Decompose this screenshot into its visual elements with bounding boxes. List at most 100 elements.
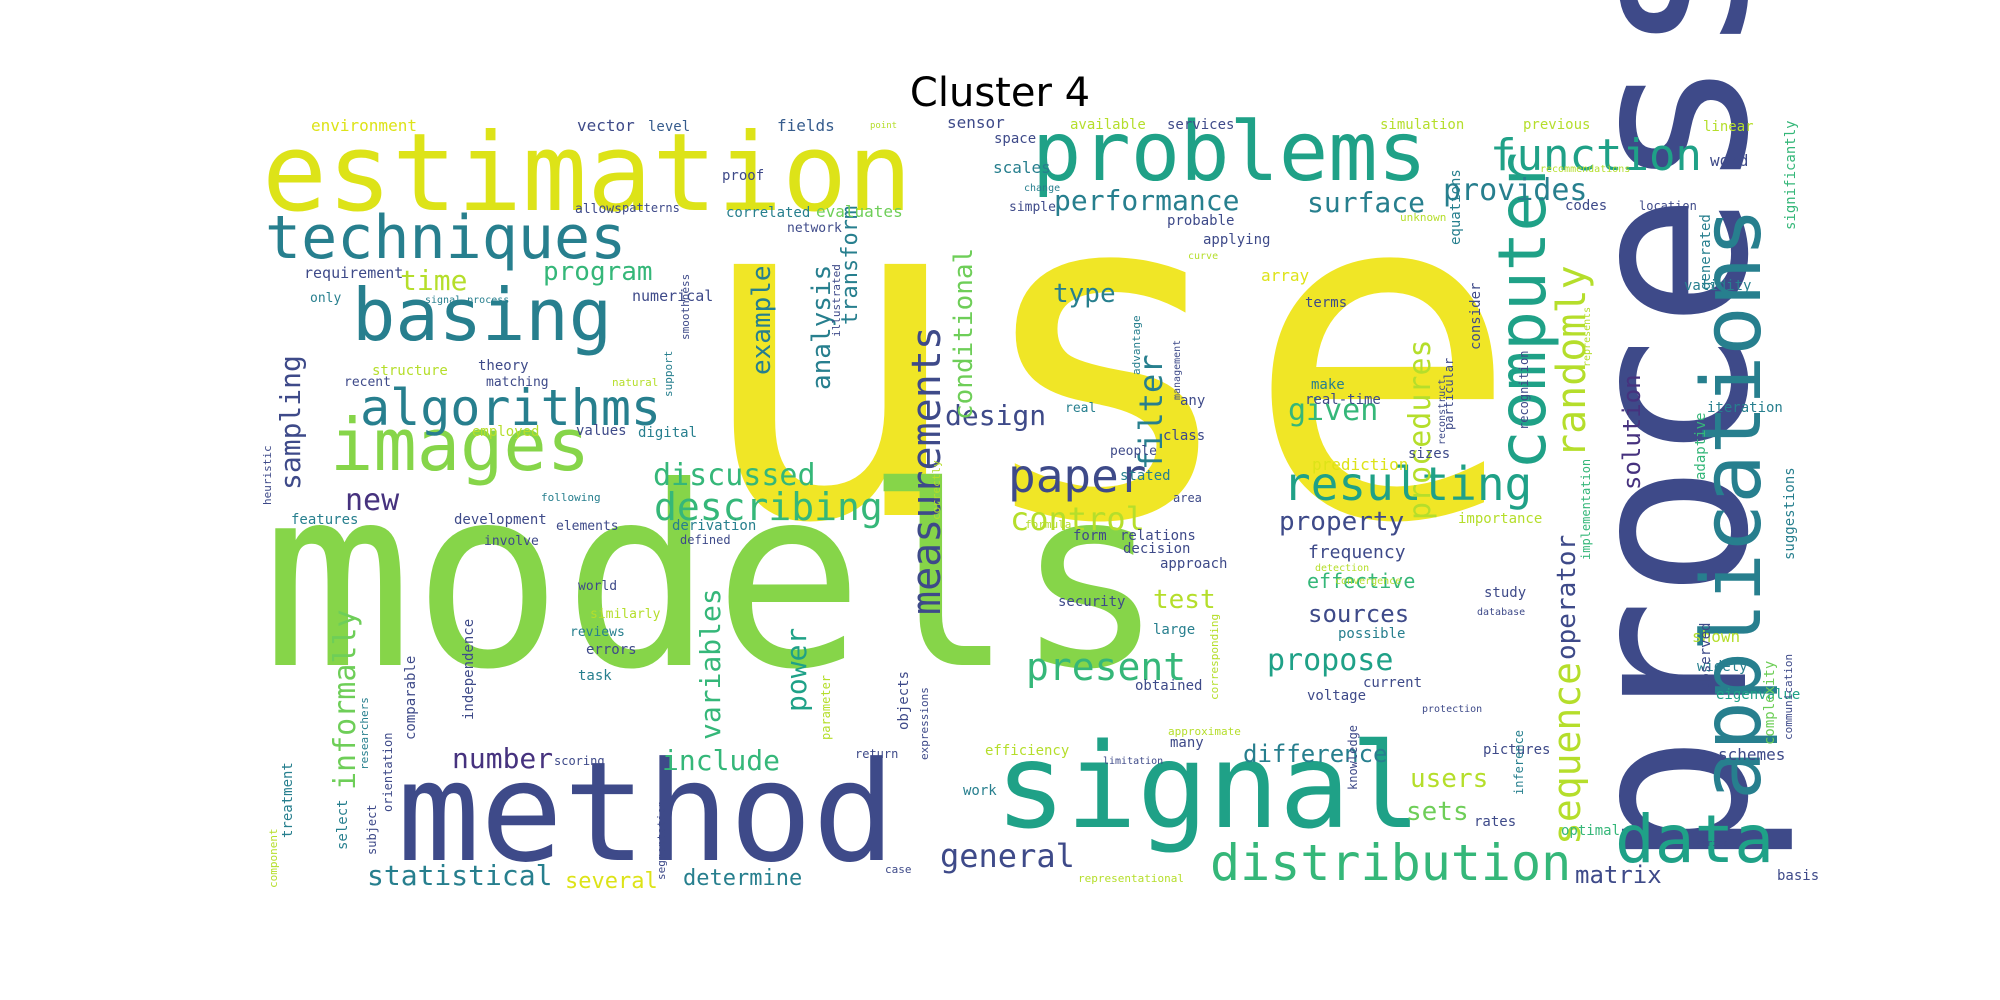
- cloud-word: network: [787, 221, 842, 236]
- cloud-word: surface: [1307, 186, 1425, 219]
- cloud-word: frequency: [1308, 542, 1406, 563]
- cloud-word: form: [1073, 528, 1107, 544]
- cloud-word: elements: [556, 519, 619, 534]
- cloud-title: Cluster 4: [909, 70, 1091, 116]
- cloud-word: values: [576, 423, 627, 439]
- cloud-word: illustrated: [830, 264, 843, 337]
- cloud-word: models: [262, 433, 1165, 724]
- cloud-word: method: [397, 732, 896, 893]
- cloud-word: general: [940, 837, 1075, 875]
- cloud-word: sizes: [1408, 446, 1450, 462]
- cloud-word: curve: [1188, 251, 1218, 262]
- cloud-word: convergence: [1335, 576, 1401, 587]
- cloud-word: only: [310, 291, 341, 306]
- cloud-word: techniques: [265, 203, 626, 273]
- cloud-word: communication: [1782, 654, 1795, 740]
- cloud-word: requirement: [304, 264, 403, 282]
- cloud-word: provides: [1443, 173, 1588, 208]
- cloud-word: parameter: [819, 675, 833, 740]
- cloud-word: signal: [995, 717, 1421, 855]
- cloud-word: include: [662, 744, 780, 777]
- cloud-word: basis: [1777, 868, 1819, 884]
- cloud-word: treatment: [280, 762, 296, 838]
- cloud-word: vector: [577, 116, 635, 135]
- cloud-word: patterns: [622, 201, 680, 215]
- cloud-word: approach: [1160, 556, 1227, 572]
- cloud-word: support: [662, 351, 675, 397]
- cloud-word: area: [1173, 491, 1202, 505]
- cloud-word: subject: [365, 804, 379, 855]
- cloud-word: following: [541, 491, 601, 504]
- cloud-word: filter: [1132, 354, 1170, 470]
- cloud-word: data: [1615, 801, 1774, 878]
- cloud-word: change: [1024, 183, 1060, 194]
- cloud-word: people: [1110, 444, 1157, 459]
- cloud-word: codes: [1565, 198, 1607, 214]
- cloud-word: detection: [1315, 563, 1369, 574]
- cloud-word: recognition: [1517, 351, 1531, 430]
- cloud-word: fields: [777, 116, 835, 135]
- cloud-word: formula: [1025, 518, 1071, 531]
- cloud-word: describing: [654, 485, 883, 529]
- cloud-word: natural: [612, 376, 658, 389]
- cloud-word: matching: [486, 375, 549, 390]
- cloud-word: stated: [1120, 468, 1171, 484]
- cloud-word: protection: [1422, 704, 1482, 715]
- cloud-word: resulting: [1283, 457, 1532, 511]
- cloud-word: independence: [461, 619, 477, 720]
- cloud-word: digital: [638, 425, 697, 441]
- cloud-word: location: [1639, 199, 1697, 213]
- cloud-word: importance: [1458, 511, 1542, 527]
- cloud-word: recent: [344, 375, 391, 390]
- cloud-word: current: [1363, 675, 1422, 691]
- cloud-word: solution: [1618, 374, 1646, 490]
- cloud-word: derivation: [672, 518, 756, 534]
- cloud-word: component: [267, 828, 280, 888]
- cloud-word: employed: [472, 424, 539, 440]
- cloud-word: work: [963, 783, 997, 799]
- cloud-word: variables: [694, 588, 727, 740]
- cloud-word: advantage: [1130, 315, 1143, 375]
- cloud-word: observed: [1698, 623, 1714, 690]
- cloud-word: management: [1172, 340, 1183, 400]
- cloud-word: process: [1537, 0, 1799, 870]
- cloud-word: evaluates: [816, 202, 903, 221]
- cloud-word: operator: [1552, 535, 1582, 660]
- cloud-word: real: [1065, 401, 1096, 416]
- cloud-word: sources: [1308, 600, 1409, 628]
- cloud-word: correlated: [726, 205, 810, 221]
- cloud-word: rates: [1474, 814, 1516, 830]
- cloud-word: determine: [683, 866, 802, 891]
- cloud-word: make: [1311, 377, 1345, 393]
- cloud-word: objects: [896, 671, 912, 730]
- cloud-word: previous: [1523, 117, 1590, 133]
- cloud-word: computer: [1484, 152, 1561, 470]
- cloud-word: number: [452, 742, 553, 775]
- cloud-word: security: [1058, 594, 1125, 610]
- cloud-word: involve: [484, 534, 539, 549]
- cloud-word: prediction: [1312, 455, 1408, 474]
- cloud-word: heuristic: [261, 445, 274, 505]
- cloud-word: development: [454, 512, 547, 528]
- cloud-word: correctly: [930, 460, 943, 520]
- cloud-word: measurements: [904, 326, 950, 615]
- cloud-word: errors: [586, 642, 637, 658]
- cloud-word: large: [1153, 622, 1195, 638]
- cloud-word: sensor: [947, 113, 1005, 132]
- cloud-word: reviews: [570, 625, 625, 640]
- cloud-word: type: [1053, 279, 1116, 309]
- cloud-word: recommendations: [1540, 164, 1630, 175]
- cloud-word: task: [578, 668, 612, 684]
- cloud-word: schemes: [1718, 745, 1785, 764]
- cloud-word: significantly: [1783, 120, 1799, 230]
- cloud-word: discussed: [653, 458, 816, 493]
- cloud-word: implementation: [1579, 459, 1593, 560]
- cloud-word: new: [345, 483, 400, 518]
- cloud-word: consider: [1468, 283, 1484, 350]
- cloud-word: informally: [328, 609, 363, 790]
- cloud-word: iteration: [1707, 400, 1783, 416]
- cloud-word: comparable: [403, 656, 419, 740]
- cloud-word: defined: [680, 533, 731, 547]
- cloud-word: numerical: [632, 287, 713, 305]
